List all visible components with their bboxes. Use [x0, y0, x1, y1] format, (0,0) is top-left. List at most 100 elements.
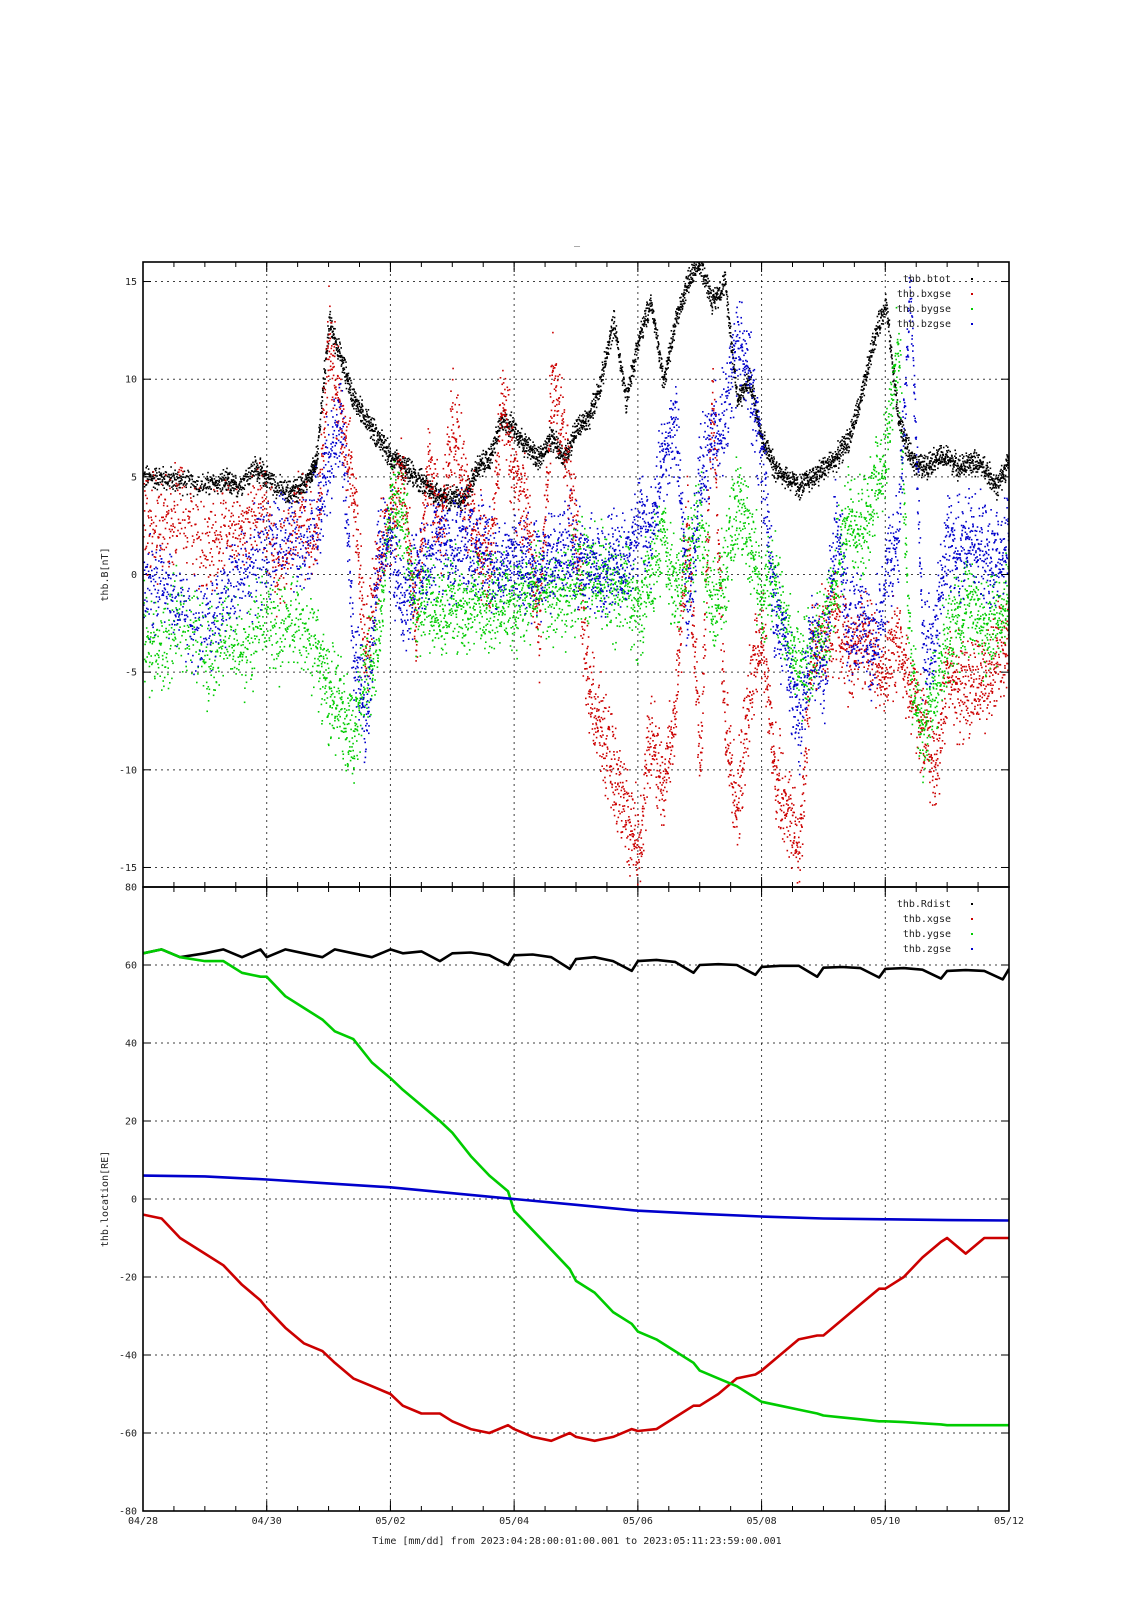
data-point	[345, 387, 348, 390]
data-point	[819, 475, 821, 478]
data-point	[297, 476, 300, 479]
data-point	[815, 468, 818, 471]
data-point	[488, 467, 490, 469]
data-point	[299, 489, 301, 491]
data-point	[989, 487, 991, 489]
data-point	[696, 254, 698, 256]
data-point	[590, 415, 592, 417]
data-point	[489, 467, 491, 470]
data-point	[450, 501, 452, 504]
data-point	[848, 445, 850, 448]
data-point	[935, 458, 938, 461]
data-point	[902, 438, 904, 440]
data-point	[608, 342, 610, 344]
data-point	[297, 486, 299, 488]
data-point	[840, 444, 843, 447]
data-point	[539, 460, 542, 463]
data-point	[194, 481, 197, 484]
data-point	[231, 473, 233, 476]
data-point	[293, 490, 296, 492]
data-point	[310, 478, 313, 480]
data-point	[612, 322, 615, 325]
data-point	[960, 468, 962, 470]
data-point	[886, 304, 888, 306]
data-point	[933, 453, 936, 455]
data-point	[904, 446, 907, 449]
data-point	[150, 516, 152, 519]
data-point	[882, 320, 884, 322]
data-point	[723, 279, 725, 281]
data-point	[211, 479, 214, 482]
data-point	[444, 498, 447, 501]
data-point	[677, 306, 679, 308]
data-point	[435, 497, 438, 499]
data-point	[189, 510, 191, 513]
data-point	[196, 480, 198, 482]
data-point	[947, 449, 950, 452]
data-point	[959, 455, 961, 457]
data-point	[766, 440, 768, 443]
data-point	[857, 409, 859, 412]
data-point	[182, 547, 185, 550]
data-point	[538, 450, 540, 453]
data-point	[597, 384, 600, 387]
data-point	[501, 424, 503, 427]
data-point	[960, 467, 963, 469]
data-point	[998, 487, 1000, 489]
data-point	[793, 475, 795, 478]
data-point	[814, 476, 816, 479]
data-point	[365, 408, 367, 411]
data-point	[668, 351, 670, 353]
data-point	[549, 438, 552, 440]
data-point	[185, 508, 187, 510]
data-point	[487, 464, 490, 466]
data-point	[461, 502, 463, 504]
data-point	[290, 497, 292, 499]
data-point	[539, 466, 541, 469]
data-point	[811, 481, 813, 484]
data-point	[834, 451, 837, 453]
data-point	[401, 461, 404, 463]
data-point	[169, 474, 171, 476]
data-point	[1005, 469, 1008, 472]
data-point	[773, 456, 775, 458]
data-point	[332, 330, 334, 333]
data-point	[579, 433, 582, 436]
data-point	[631, 374, 634, 377]
data-point	[386, 445, 388, 448]
data-point	[336, 349, 338, 351]
data-point	[823, 467, 825, 470]
data-point	[413, 471, 416, 473]
data-point	[648, 307, 651, 310]
data-point	[797, 495, 800, 498]
data-point	[719, 298, 721, 301]
data-point	[456, 494, 459, 496]
data-point	[775, 462, 778, 465]
data-point	[266, 470, 268, 472]
data-point	[680, 311, 682, 313]
data-point	[750, 394, 753, 396]
data-point	[509, 424, 511, 426]
data-point	[359, 415, 361, 417]
data-point	[587, 420, 590, 423]
data-point	[596, 390, 599, 393]
data-point	[144, 529, 147, 531]
data-point	[868, 359, 870, 361]
data-point	[537, 465, 540, 467]
data-point	[498, 427, 501, 429]
data-point	[229, 488, 232, 491]
data-point	[776, 466, 779, 468]
data-point	[505, 429, 507, 432]
data-point	[459, 504, 462, 506]
data-point	[724, 283, 726, 286]
data-point	[938, 458, 941, 461]
data-point	[552, 442, 555, 444]
data-point	[383, 442, 385, 444]
data-point	[845, 433, 847, 436]
data-point	[145, 545, 148, 548]
data-point	[570, 454, 573, 456]
data-point	[826, 459, 829, 462]
data-point	[171, 480, 174, 482]
data-point	[672, 330, 675, 333]
data-point	[670, 342, 672, 345]
